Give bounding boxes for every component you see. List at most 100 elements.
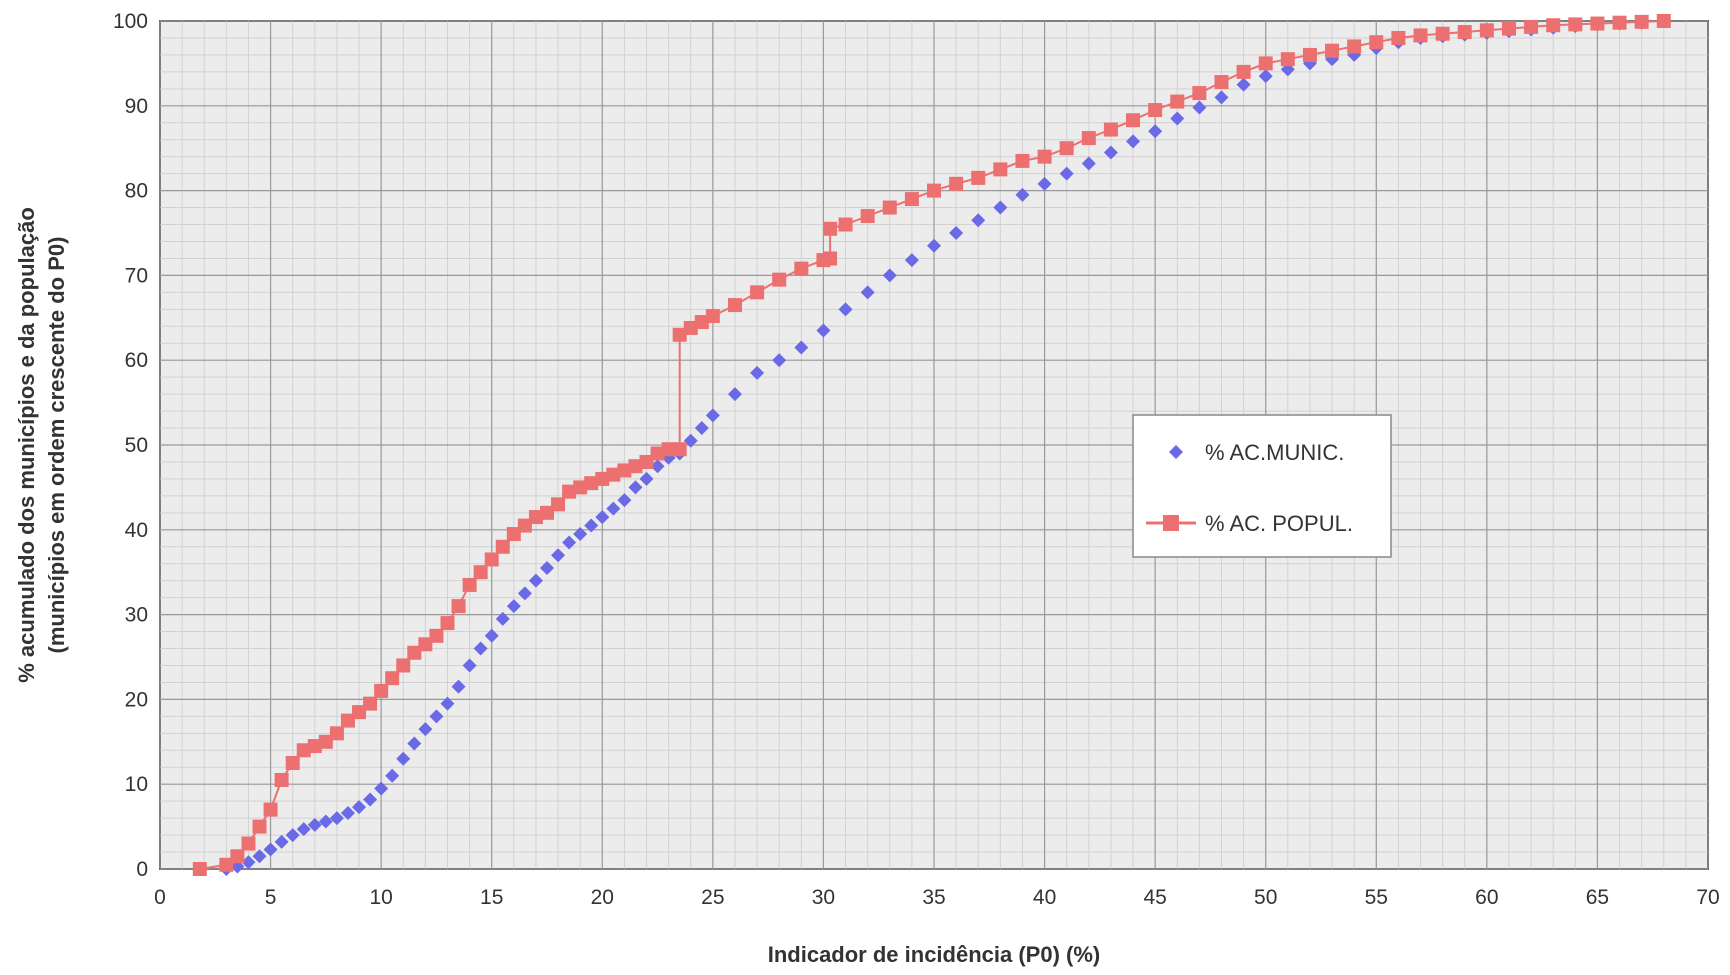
munic-point (540, 560, 554, 575)
popul-point (1302, 47, 1317, 62)
x-tick-label: 0 (154, 886, 166, 909)
popul-point (904, 192, 919, 207)
popul-point (1148, 103, 1163, 118)
munic-point (307, 817, 322, 832)
popul-point (1258, 56, 1273, 71)
popul-point (363, 696, 378, 711)
popul-point (1170, 94, 1185, 109)
munic-point (329, 811, 344, 826)
x-tick-label: 15 (480, 886, 503, 909)
popul-point (407, 645, 422, 660)
munic-point (440, 696, 455, 711)
popul-point (1479, 23, 1494, 38)
popul-point (440, 616, 455, 631)
munic-point (1059, 166, 1074, 181)
munic-point (352, 800, 367, 815)
popul-point (1081, 131, 1096, 146)
popul-point (1391, 30, 1406, 45)
munic-point (385, 768, 400, 783)
munic-point (462, 658, 477, 673)
munic-point (241, 855, 256, 870)
popul-point (462, 577, 477, 592)
munic-point (927, 238, 941, 253)
x-tick-label: 60 (1475, 886, 1498, 909)
popul-point (418, 637, 433, 652)
legend-marker-square-icon (1163, 515, 1179, 531)
munic-point (772, 353, 787, 368)
popul-point (639, 454, 654, 469)
popul-point (772, 272, 787, 287)
munic-point (495, 611, 510, 626)
munic-point (750, 365, 765, 380)
popul-point (927, 183, 941, 198)
popul-point (252, 819, 267, 834)
popul-point (1435, 26, 1450, 41)
popul-point (949, 176, 964, 191)
popul-point (192, 862, 207, 876)
munic-point (517, 586, 532, 601)
legend-box (1132, 414, 1392, 558)
y-tick-label: 50 (125, 434, 148, 457)
popul-point (823, 221, 838, 236)
popul-point (750, 285, 765, 300)
munic-point (694, 421, 709, 436)
munic-point (473, 641, 488, 656)
y-tick-label: 10 (125, 773, 148, 796)
popul-point (451, 599, 466, 614)
popul-point (551, 497, 566, 512)
munic-point (340, 806, 355, 821)
munic-point (650, 459, 665, 474)
y-axis-ticks: 0 10 20 30 40 50 60 70 80 90 100 (113, 10, 148, 881)
x-tick-label: 30 (812, 886, 835, 909)
popul-point (274, 772, 289, 787)
popul-point (1413, 28, 1428, 43)
munic-point (1236, 77, 1251, 92)
munic-point (882, 268, 897, 283)
munic-point (860, 285, 875, 300)
x-tick-label: 10 (369, 886, 392, 909)
popul-point (1501, 21, 1516, 36)
x-tick-label: 65 (1586, 886, 1609, 909)
y-tick-label: 70 (125, 264, 148, 287)
popul-point (1369, 35, 1384, 50)
popul-point (606, 467, 621, 482)
x-axis-title: Indicador de incidência (P0) (%) (768, 942, 1101, 967)
munic-point (683, 433, 698, 448)
munic-point (705, 408, 720, 423)
popul-point (1457, 25, 1472, 40)
munic-point (1015, 187, 1030, 202)
popul-point (794, 261, 809, 276)
popul-point (296, 743, 311, 758)
popul-point (1524, 19, 1539, 34)
x-tick-label: 40 (1033, 886, 1056, 909)
munic-point (1126, 134, 1141, 149)
legend-marker-diamond-icon (1169, 445, 1183, 459)
popul-point (672, 442, 687, 457)
popul-point (396, 658, 411, 673)
munic-point (396, 751, 411, 766)
munic-point (1081, 156, 1096, 171)
popul-point (1037, 149, 1052, 164)
series-layer (192, 14, 1671, 876)
munic-point (838, 302, 853, 317)
munic-point (484, 628, 499, 643)
popul-point (230, 849, 245, 864)
popul-point (860, 209, 875, 224)
popul-point (429, 628, 444, 643)
popul-point (1325, 43, 1340, 58)
munic-point (418, 722, 433, 737)
popul-point (1590, 16, 1605, 31)
popul-point (683, 320, 698, 335)
x-tick-label: 5 (265, 886, 277, 909)
popul-point (1656, 14, 1671, 28)
munic-point (1192, 100, 1207, 115)
munic-point (584, 518, 599, 533)
munic-point (1258, 69, 1273, 84)
popul-point (971, 170, 986, 185)
munic-point (1103, 145, 1118, 160)
munic-point (562, 535, 577, 550)
y-tick-label: 40 (125, 519, 148, 542)
popul-point (617, 463, 632, 478)
x-axis-ticks: 0 5 10 15 20 25 30 35 40 45 50 55 60 65 70 (154, 886, 1720, 909)
